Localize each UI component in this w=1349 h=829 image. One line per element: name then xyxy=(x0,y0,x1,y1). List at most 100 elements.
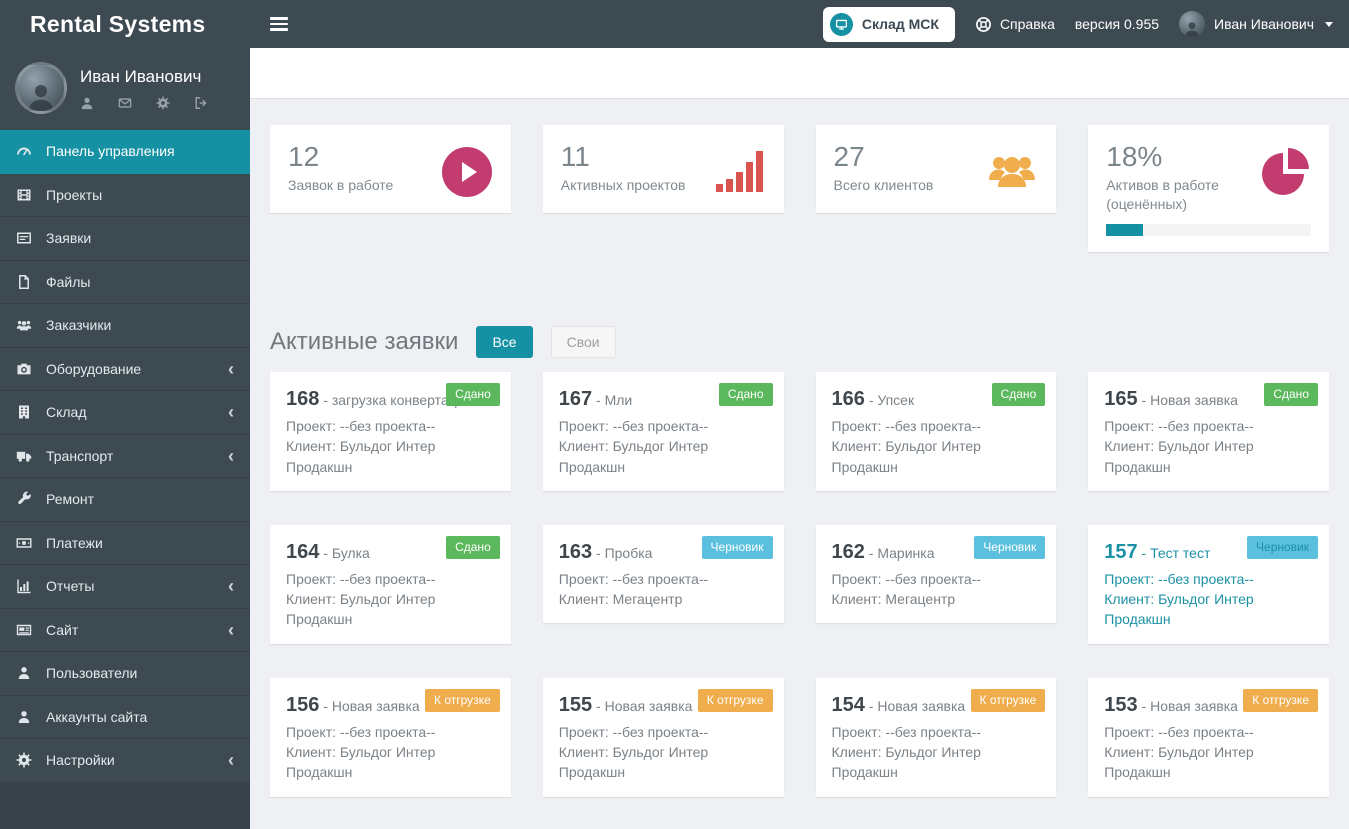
project-label: Проект: xyxy=(558,723,609,740)
project-value: --без проекта-- xyxy=(885,417,981,434)
topbar-avatar xyxy=(1179,11,1206,37)
request-card[interactable]: Сдано 166 - Упсек Проект: --без проекта-… xyxy=(815,371,1057,491)
chevron-left-icon: ‹ xyxy=(228,576,234,597)
request-card[interactable]: К отгрузке 154 - Новая заявка Проект: --… xyxy=(815,677,1057,797)
sidebar-item-label: Платежи xyxy=(46,534,103,551)
sidebar-item[interactable]: Оборудование ‹ xyxy=(0,347,250,391)
sidebar-item-icon xyxy=(16,709,32,725)
request-card[interactable]: К отгрузке 155 - Новая заявка Проект: --… xyxy=(542,677,784,797)
request-card[interactable]: Черновик 163 - Пробка Проект: --без прое… xyxy=(542,524,784,624)
project-line: Проект: --без проекта-- xyxy=(559,722,768,742)
sidebar-item[interactable]: Проекты ‹ xyxy=(0,173,250,217)
request-number: 167 xyxy=(558,387,593,410)
filter-all-button[interactable]: Все xyxy=(476,325,533,358)
client-value: Бульдог Интер Продакшн xyxy=(1104,744,1254,781)
progress-bar xyxy=(1106,223,1311,236)
title-separator: - xyxy=(323,697,328,714)
project-label: Проект: xyxy=(558,570,609,587)
client-label: Клиент: xyxy=(1104,744,1155,761)
stat-icon xyxy=(986,146,1038,198)
project-line: Проект: --без проекта-- xyxy=(832,416,1041,436)
request-card[interactable]: К отгрузке 156 - Новая заявка Проект: --… xyxy=(270,677,511,797)
sidebar-item[interactable]: Транспорт ‹ xyxy=(0,434,250,478)
status-badge: Черновик xyxy=(1247,535,1318,560)
request-title: Новая заявка xyxy=(604,697,693,714)
sidebar-item-icon xyxy=(16,622,32,638)
sidebar-item[interactable]: Пользователи ‹ xyxy=(0,652,250,696)
client-line: Клиент: Бульдог Интер Продакшн xyxy=(1104,436,1313,477)
project-value: --без проекта-- xyxy=(339,570,436,587)
chevron-left-icon: ‹ xyxy=(228,750,234,771)
client-line: Клиент: Бульдог Интер Продакшн xyxy=(286,589,495,630)
project-line: Проект: --без проекта-- xyxy=(832,569,1041,589)
request-card[interactable]: К отгрузке 153 - Новая заявка Проект: --… xyxy=(1088,677,1329,797)
chevron-left-icon: ‹ xyxy=(228,358,234,379)
sidebar-item-label: Оборудование xyxy=(46,360,142,377)
client-value: Мегацентр xyxy=(885,591,956,608)
help-link[interactable]: Справка xyxy=(975,16,1055,33)
user-menu[interactable]: Иван Иванович xyxy=(1179,11,1333,37)
status-badge: К отгрузке xyxy=(425,688,500,713)
sidebar-item[interactable]: Настройки ‹ xyxy=(0,739,250,783)
project-value: --без проекта-- xyxy=(1158,417,1254,434)
sidebar-item[interactable]: Файлы ‹ xyxy=(0,260,250,304)
request-card[interactable]: Черновик 162 - Маринка Проект: --без про… xyxy=(815,524,1057,624)
status-badge: К отгрузке xyxy=(697,688,773,713)
request-number: 165 xyxy=(1104,387,1138,410)
sidebar-item-label: Аккаунты сайта xyxy=(46,708,148,725)
warehouse-button[interactable]: Склад МСК xyxy=(822,6,955,42)
client-value: Бульдог Интер Продакшн xyxy=(558,438,709,475)
project-value: --без проекта-- xyxy=(1158,570,1254,587)
project-value: --без проекта-- xyxy=(339,417,436,434)
request-title: Мли xyxy=(604,391,633,408)
sidebar-item[interactable]: Отчеты ‹ xyxy=(0,565,250,609)
request-number: 164 xyxy=(286,540,320,563)
sidebar-user-name: Иван Иванович xyxy=(80,66,202,86)
sidebar-item-icon xyxy=(16,448,32,464)
settings-icon[interactable] xyxy=(156,96,170,110)
client-label: Клиент: xyxy=(1104,438,1155,455)
stat-value: 11 xyxy=(560,141,590,172)
stat-card: 11 Активных проектов xyxy=(542,125,784,213)
project-label: Проект: xyxy=(286,723,337,740)
sidebar-item[interactable]: Склад ‹ xyxy=(0,391,250,435)
title-separator: - xyxy=(868,697,874,714)
sidebar-item[interactable]: Панель управления ‹ xyxy=(0,130,250,174)
sidebar-item[interactable]: Сайт ‹ xyxy=(0,608,250,652)
stat-label: Активных проектов xyxy=(560,177,686,194)
logout-icon[interactable] xyxy=(194,96,208,110)
status-badge: Черновик xyxy=(701,535,773,560)
sidebar-item[interactable]: Заказчики ‹ xyxy=(0,304,250,348)
request-card[interactable]: Черновик 157 - Тест тест Проект: --без п… xyxy=(1088,524,1329,644)
hamburger-menu-button[interactable] xyxy=(250,14,308,34)
sidebar-item[interactable]: Заявки ‹ xyxy=(0,217,250,261)
client-value: Бульдог Интер Продакшн xyxy=(831,744,981,781)
sidebar-item-label: Файлы xyxy=(46,273,91,290)
topbar: Склад МСК Справка версия 0.955 Иван Иван… xyxy=(250,0,1349,48)
life-ring-icon xyxy=(975,16,992,33)
project-label: Проект: xyxy=(831,723,882,740)
sidebar-item-label: Ремонт xyxy=(46,491,95,508)
project-line: Проект: --без проекта-- xyxy=(832,722,1041,742)
request-card[interactable]: Сдано 164 - Булка Проект: --без проекта-… xyxy=(270,524,511,644)
request-card-header: 165 - Новая заявка xyxy=(1104,385,1313,413)
client-label: Клиент: xyxy=(558,438,609,455)
client-line: Клиент: Бульдог Интер Продакшн xyxy=(286,436,495,477)
mail-icon[interactable] xyxy=(118,96,132,110)
request-title: Новая заявка xyxy=(1150,391,1238,408)
request-card[interactable]: Сдано 168 - загрузка конвертации Проект:… xyxy=(270,371,511,491)
sidebar-item[interactable]: Ремонт ‹ xyxy=(0,478,250,522)
profile-icon[interactable] xyxy=(80,96,94,110)
client-label: Клиент: xyxy=(1104,591,1155,608)
sidebar-item-icon xyxy=(16,187,32,203)
sidebar-item[interactable]: Аккаунты сайта ‹ xyxy=(0,695,250,739)
request-card-header: 153 - Новая заявка xyxy=(1104,691,1313,719)
title-separator: - xyxy=(1141,697,1147,714)
sidebar-item[interactable]: Платежи ‹ xyxy=(0,521,250,565)
client-label: Клиент: xyxy=(831,591,882,608)
filter-own-button[interactable]: Свои xyxy=(550,325,616,358)
request-number: 154 xyxy=(831,693,865,716)
request-card[interactable]: Сдано 167 - Мли Проект: --без проекта-- … xyxy=(542,371,784,491)
request-card[interactable]: Сдано 165 - Новая заявка Проект: --без п… xyxy=(1088,371,1329,491)
title-separator: - xyxy=(868,544,874,561)
